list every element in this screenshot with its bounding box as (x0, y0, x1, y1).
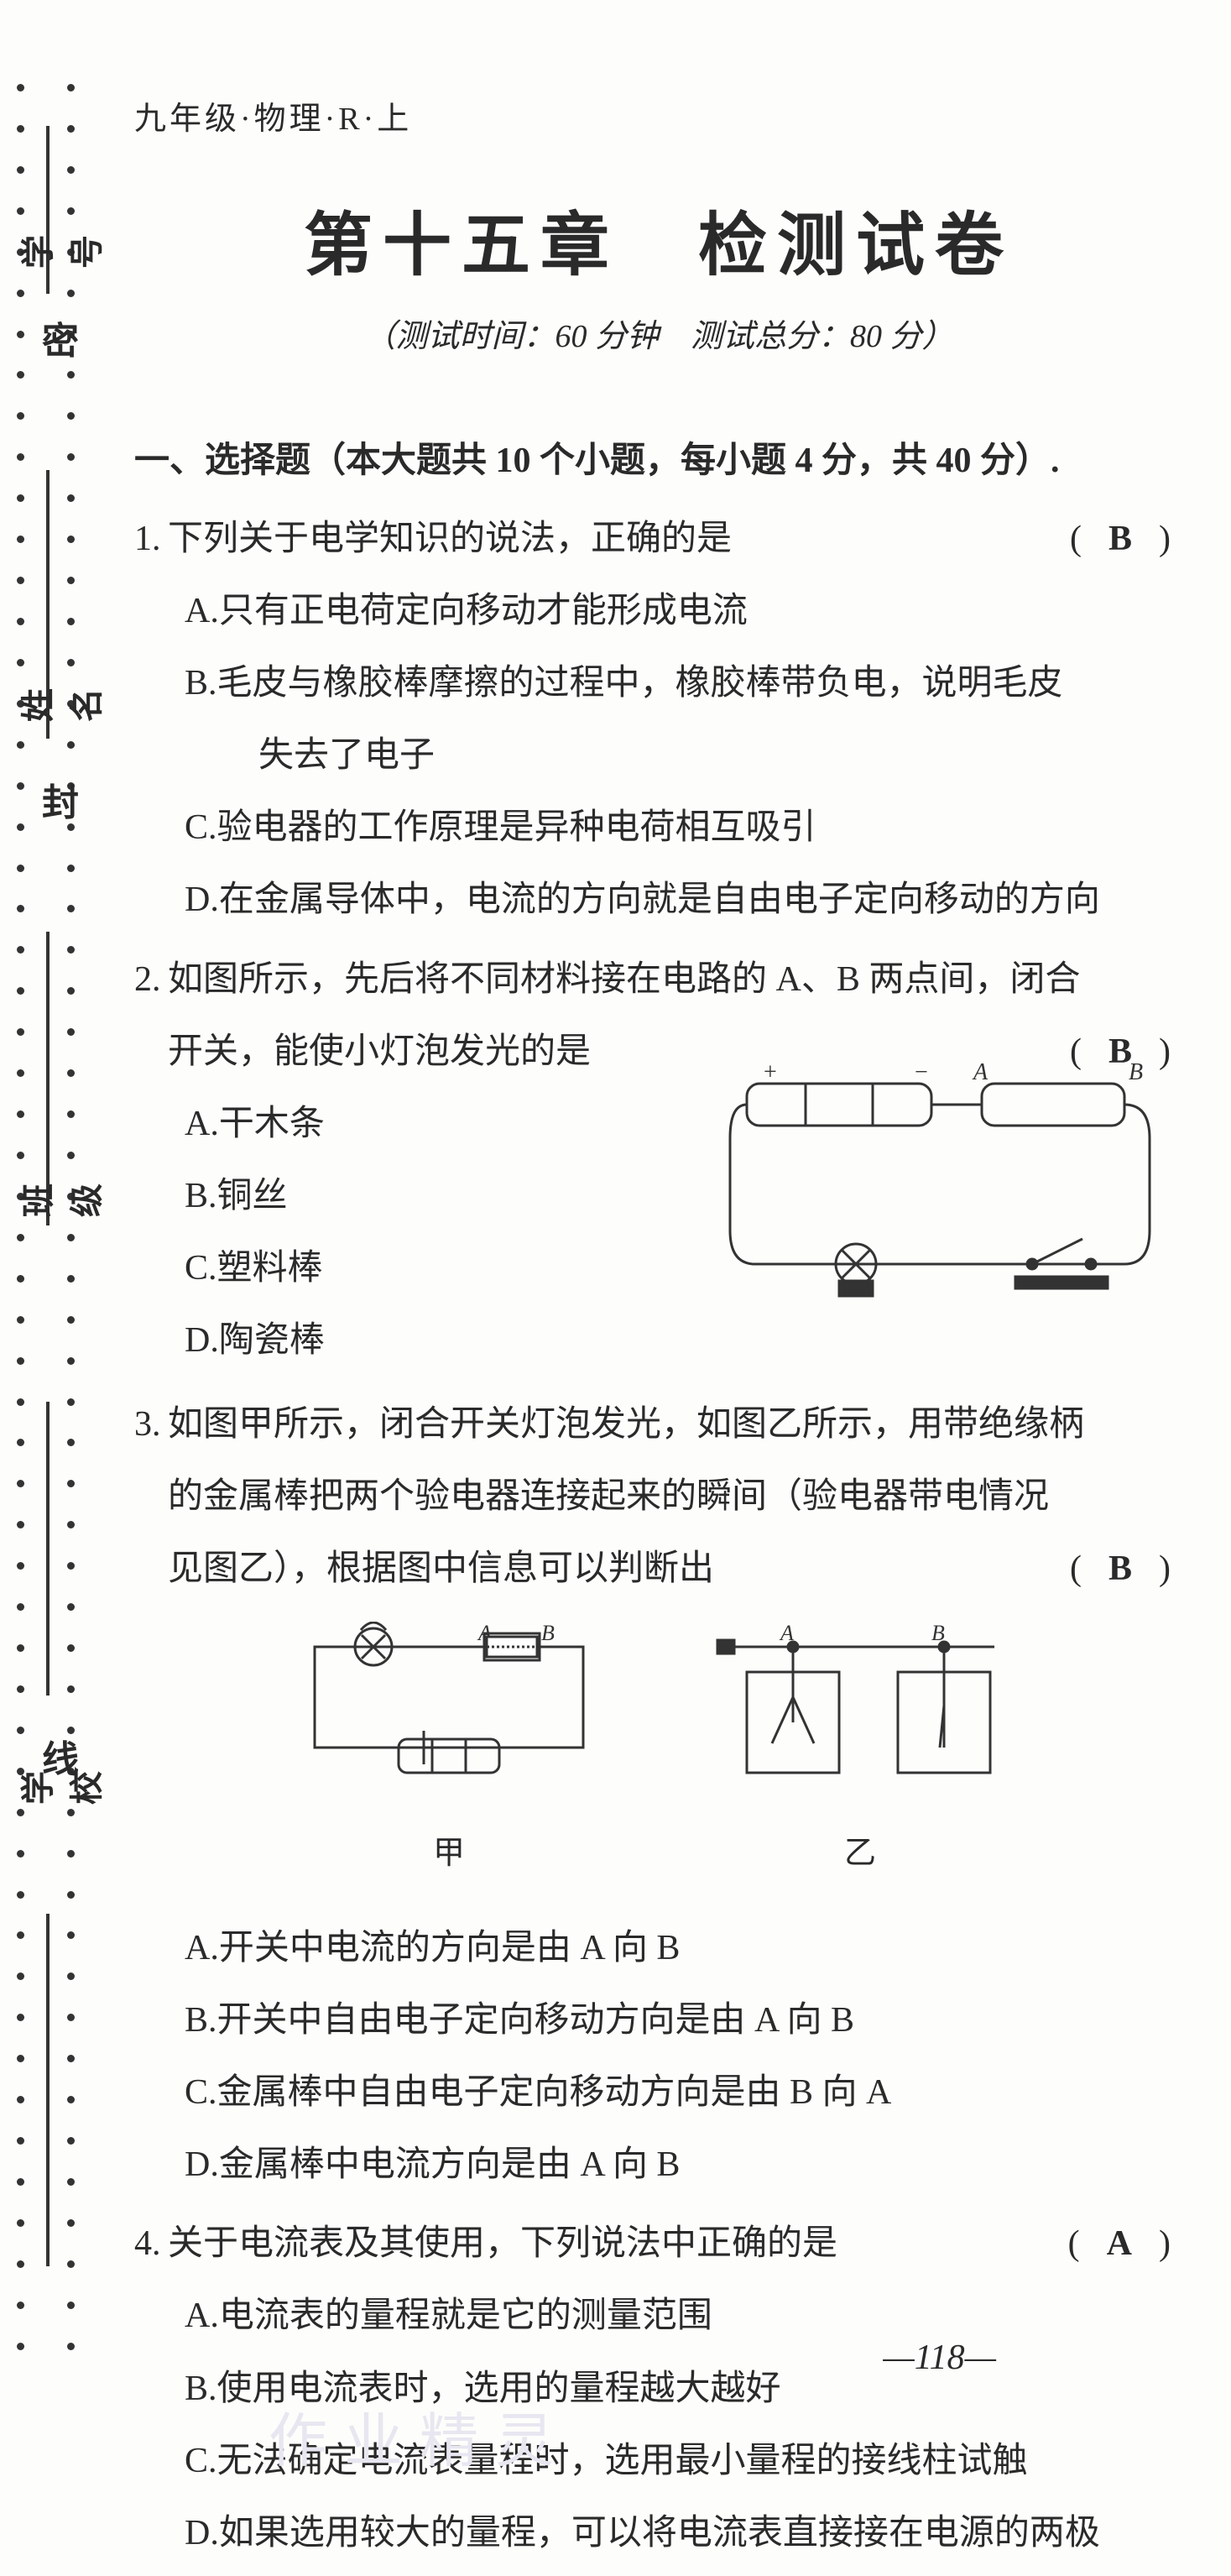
svg-text:B: B (1129, 1063, 1143, 1085)
q3-answer: B (1082, 1549, 1159, 1588)
q1-answer-slot: (B) (1070, 503, 1171, 575)
watermark: 作业精灵 (269, 2394, 571, 2479)
q3-fig-jia: A B 甲 (298, 1622, 600, 1887)
q3-stem-l1: 如图甲所示，闭合开关灯泡发光，如图乙所示，用带绝缘柄 (168, 1388, 1183, 1460)
q3-fig-yi-label: 乙 (701, 1821, 1020, 1887)
dot-column-left (17, 84, 27, 2350)
q3-electroscope-yi-diagram: A B (701, 1622, 1020, 1790)
section-heading: 一、选择题（本大题共 10 个小题，每小题 4 分，共 40 分）. (134, 431, 1183, 483)
q1-options: A.只有正电荷定向移动才能形成电流 B.毛皮与橡胶棒摩擦的过程中，橡胶棒带负电，… (134, 575, 1183, 936)
question-2: 2. 如图所示，先后将不同材料接在电路的 A、B 两点间，闭合 开关，能使小灯泡… (134, 943, 1183, 1382)
test-info: （测试时间：60 分钟 测试总分：80 分） (134, 310, 1183, 356)
q3-stem-l2: 的金属棒把两个验电器连接起来的瞬间（验电器带电情况 (134, 1460, 1183, 1533)
q3-fig-jia-label: 甲 (298, 1821, 600, 1887)
seal-feng: 封 (42, 772, 79, 826)
q4-opt-a: A.电流表的量程就是它的测量范围 (185, 2280, 1183, 2352)
svg-text:+: + (764, 1063, 777, 1085)
margin-line-4 (46, 1402, 50, 1696)
q3-opt-c: C.金属棒中自由电子定向移动方向是由 B 向 A (185, 2056, 1183, 2129)
q1-stem: 下列关于电学知识的说法，正确的是 (168, 503, 1183, 575)
svg-text:B: B (541, 1622, 555, 1645)
q2-circuit-diagram: + − A B (705, 1063, 1175, 1306)
q3-figures: A B 甲 (134, 1622, 1183, 1887)
q3-options: A.开关中电流的方向是由 A 向 B B.开关中自由电子定向移动方向是由 A 向… (134, 1912, 1183, 2201)
q3-number: 3. (134, 1388, 168, 1460)
q1-opt-a: A.只有正电荷定向移动才能形成电流 (185, 575, 1183, 647)
margin-label-xuehao: 学号 (11, 158, 108, 269)
svg-text:A: A (972, 1063, 988, 1085)
margin-line-5 (46, 1914, 50, 2266)
svg-text:−: − (915, 1063, 928, 1085)
q3-opt-a: A.开关中电流的方向是由 A 向 B (185, 1912, 1183, 1984)
q4-stem: 关于电流表及其使用，下列说法中正确的是 (168, 2208, 1183, 2280)
q3-opt-b: B.开关中自由电子定向移动方向是由 A 向 B (185, 1984, 1183, 2056)
question-3: 3. 如图甲所示，闭合开关灯泡发光，如图乙所示，用带绝缘柄 的金属棒把两个验电器… (134, 1388, 1183, 2202)
q1-answer: B (1082, 520, 1159, 558)
binding-margin: 密 学号 姓名 封 班级 线 学校 (8, 84, 122, 2350)
q3-circuit-jia-diagram: A B (298, 1622, 600, 1790)
page-number: —118— (883, 2338, 996, 2378)
q1-number: 1. (134, 503, 168, 575)
q3-stem-l3: 见图乙），根据图中信息可以判断出 (168, 1533, 1183, 1605)
margin-label-xuexiao: 学校 (11, 1694, 108, 1805)
dot-column-right (67, 84, 77, 2350)
q1-opt-b-l1: B.毛皮与橡胶棒摩擦的过程中，橡胶棒带负电，说明毛皮 (185, 647, 1183, 719)
question-4: 4. 关于电流表及其使用，下列说法中正确的是 (A) A.电流表的量程就是它的测… (134, 2208, 1183, 2568)
q2-stem-l1: 如图所示，先后将不同材料接在电路的 A、B 两点间，闭合 (168, 943, 1183, 1016)
q4-answer: A (1080, 2224, 1159, 2263)
q3-answer-slot: (B) (1070, 1533, 1171, 1605)
q3-opt-d: D.金属棒中电流方向是由 A 向 B (185, 2129, 1183, 2201)
page-header: 九年级·物理·R·上 (134, 92, 1183, 138)
q2-number: 2. (134, 943, 168, 1016)
q1-opt-d: D.在金属导体中，电流的方向就是自由电子定向移动的方向 (185, 864, 1183, 936)
q2-options: A.干木条 B.铜丝 C.塑料棒 D.陶瓷棒 + − A B (134, 1088, 1183, 1382)
q4-answer-slot: (A) (1068, 2208, 1171, 2280)
chapter-title: 第十五章 检测试卷 (134, 189, 1183, 289)
q4-opt-d: D.如果选用较大的量程，可以将电流表直接接在电源的两极 (185, 2497, 1183, 2569)
q1-opt-b-l2: 失去了电子 (185, 719, 1183, 792)
margin-label-xingming: 姓名 (11, 611, 108, 722)
page-content: 九年级·物理·R·上 第十五章 检测试卷 （测试时间：60 分钟 测试总分：80… (134, 92, 1183, 2576)
question-1: 1. 下列关于电学知识的说法，正确的是 (B) A.只有正电荷定向移动才能形成电… (134, 503, 1183, 937)
q3-fig-yi: A B (701, 1622, 1020, 1887)
margin-label-banji: 班级 (11, 1106, 108, 1217)
q1-opt-c: C.验电器的工作原理是异种电荷相互吸引 (185, 792, 1183, 864)
q2-opt-d: D.陶瓷棒 (185, 1304, 1183, 1377)
q4-number: 4. (134, 2208, 168, 2280)
seal-mi: 密 (42, 311, 79, 364)
